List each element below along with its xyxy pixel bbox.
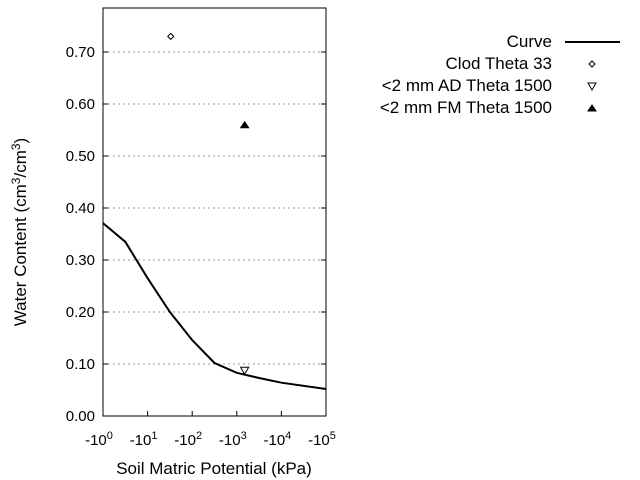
y-axis-label: Water Content (cm3/cm3) xyxy=(9,138,30,326)
data-point xyxy=(239,366,250,376)
data-point xyxy=(239,120,250,129)
y-tick-label: 0.60 xyxy=(66,96,95,113)
x-tick-label: -101 xyxy=(130,430,158,449)
plot-frame xyxy=(102,7,327,417)
y-ticks: 0.00 0.10 0.20 0.30 0.40 0.50 0.60 0.70 xyxy=(66,44,326,425)
y-tick-label: 0.30 xyxy=(66,252,95,269)
series xyxy=(102,32,327,390)
y-tick-label: 0.40 xyxy=(66,200,95,217)
grid xyxy=(103,51,326,365)
legend-label: <2 mm AD Theta 1500 xyxy=(382,76,552,95)
curve-line xyxy=(102,222,327,390)
x-axis-label: Soil Matric Potential (kPa) xyxy=(116,459,312,478)
y-tick-label: 0.20 xyxy=(66,304,95,321)
legend-label: Curve xyxy=(507,32,552,51)
legend-label: <2 mm FM Theta 1500 xyxy=(380,98,552,117)
x-tick-label: -100 xyxy=(85,430,113,449)
x-tick-label: -105 xyxy=(308,430,336,449)
x-ticks: -100 -101 -102 -103 -104 -105 xyxy=(85,411,336,449)
y-tick-label: 0.10 xyxy=(66,356,95,373)
legend-swatch xyxy=(587,82,597,92)
y-tick-label: 0.70 xyxy=(66,44,95,61)
legend: Curve Clod Theta 33 <2 mm AD Theta 1500 <2 … xyxy=(380,32,620,117)
legend-label: Clod Theta 33 xyxy=(446,54,552,73)
y-tick-label: 0.00 xyxy=(66,408,95,425)
x-tick-label: -102 xyxy=(174,430,202,449)
x-tick-label: -104 xyxy=(263,430,291,449)
legend-swatch xyxy=(587,104,597,112)
data-point xyxy=(167,32,175,41)
legend-swatch xyxy=(588,60,596,68)
x-tick-label: -103 xyxy=(219,430,247,449)
y-tick-label: 0.50 xyxy=(66,148,95,165)
